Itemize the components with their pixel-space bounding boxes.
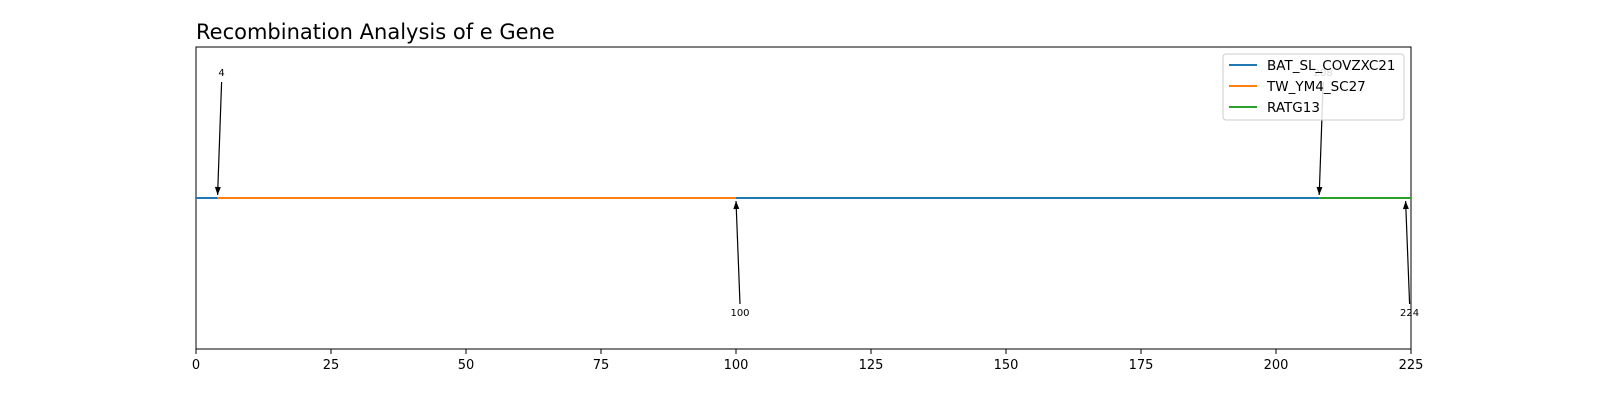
annotation-label-100: 100 — [730, 308, 749, 319]
chart-title: Recombination Analysis of e Gene — [196, 20, 555, 44]
annotation-arrowhead-100 — [733, 201, 740, 210]
annotation-arrowhead-4 — [214, 186, 221, 195]
annotation-arrow-100 — [735, 200, 741, 305]
annotation-label-224: 224 — [1400, 308, 1419, 319]
annotation-label-4: 4 — [218, 68, 224, 79]
annotation-4: 4 — [214, 68, 225, 196]
x-tick-label-175: 175 — [1129, 358, 1154, 373]
legend-label: RATG13 — [1267, 100, 1320, 116]
legend-item-tw-ym4-sc27: TW_YM4_SC27 — [1229, 79, 1366, 95]
legend: BAT_SL_COVZXC21 TW_YM4_SC27 RATG13 — [1222, 53, 1405, 121]
x-tick-label-0: 0 — [192, 358, 200, 373]
annotation-arrowhead-208 — [1316, 186, 1323, 195]
x-tick-label-225: 225 — [1399, 358, 1424, 373]
legend-label: TW_YM4_SC27 — [1266, 79, 1366, 95]
annotation-100: 100 — [730, 200, 750, 319]
legend-item-bat-sl-covzxc21: BAT_SL_COVZXC21 — [1229, 58, 1395, 74]
annotation-224: 224 — [1400, 200, 1419, 319]
x-tick-label-150: 150 — [994, 358, 1019, 373]
x-axis: 0 25 50 75 100 125 150 175 200 225 — [192, 349, 1424, 373]
x-tick-label-100: 100 — [724, 358, 749, 373]
annotation-arrowhead-224 — [1402, 201, 1409, 210]
annotation-arrow-4 — [217, 81, 223, 196]
x-tick-label-75: 75 — [593, 358, 610, 373]
x-tick-label-50: 50 — [458, 358, 475, 373]
x-tick-label-25: 25 — [323, 358, 340, 373]
legend-item-ratg13: RATG13 — [1229, 100, 1320, 116]
legend-label: BAT_SL_COVZXC21 — [1267, 58, 1395, 74]
x-tick-label-200: 200 — [1264, 358, 1289, 373]
x-tick-label-125: 125 — [859, 358, 884, 373]
legend-box — [1222, 53, 1405, 121]
annotation-arrow-224 — [1405, 200, 1411, 305]
